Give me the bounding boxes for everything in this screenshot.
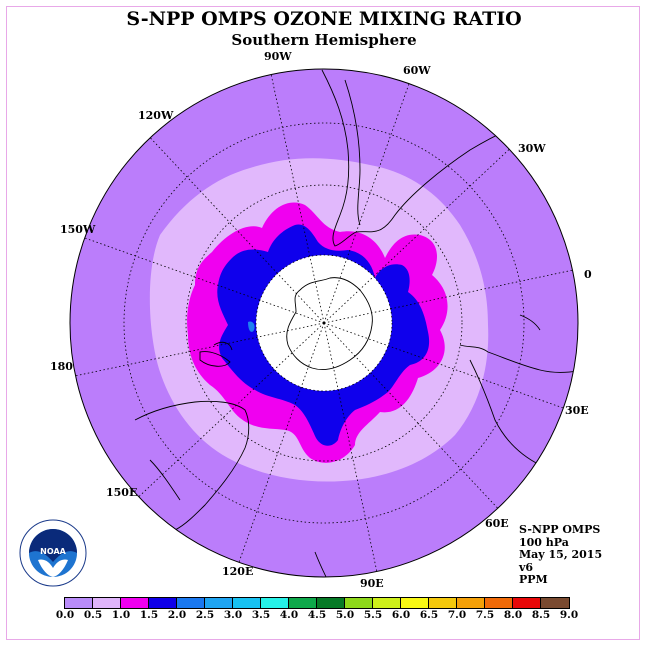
map-title: S-NPP OMPS OZONE MIXING RATIO (126, 8, 522, 30)
noaa-logo: NOAA (19, 519, 87, 587)
colorbar-swatch (457, 598, 485, 608)
madagascar-coast (314, 551, 331, 577)
colorbar-tick-label: 3.5 (251, 609, 271, 621)
meridian-label-150e: 150E (106, 486, 138, 499)
colorbar-swatch (513, 598, 541, 608)
colorbar-tick-label: 4.5 (307, 609, 327, 621)
colorbar-swatch (317, 598, 345, 608)
coastlines (134, 69, 578, 577)
colorbar-swatch (177, 598, 205, 608)
colorbar-tick-label: 5.5 (363, 609, 383, 621)
colorbar-tick-label: 1.5 (139, 609, 159, 621)
colorbar-tick-label: 0.0 (55, 609, 75, 621)
info-units: PPM (519, 573, 548, 586)
colorbar-tick-label: 8.5 (531, 609, 551, 621)
colorbar-swatch (345, 598, 373, 608)
info-instrument: S-NPP OMPS (519, 523, 601, 536)
info-block: S-NPP OMPS 100 hPa May 15, 2015 v6 PPM (519, 523, 603, 587)
colorbar-swatch (373, 598, 401, 608)
meridian-label-120w: 120W (138, 109, 174, 122)
meridian-label-30e: 30E (565, 404, 589, 417)
info-version: v6 (519, 560, 534, 574)
colorbar-tick-label: 3.0 (223, 609, 243, 621)
meridian-label-60e: 60E (485, 517, 509, 530)
colorbar-swatch (205, 598, 233, 608)
info-level: 100 hPa (519, 535, 569, 549)
figure-frame (6, 6, 640, 640)
colorbar-tick-label: 4.0 (279, 609, 299, 621)
meridian-label-120e: 120E (222, 565, 254, 578)
colorbar-tick-label: 9.0 (559, 609, 579, 621)
colorbar-tick-label: 6.5 (419, 609, 439, 621)
noaa-logo-text: NOAA (40, 547, 66, 556)
map-boundary (69, 68, 579, 578)
colorbar-swatch (485, 598, 513, 608)
colorbar-tick-label: 2.0 (167, 609, 187, 621)
meridian-label-90e: 90E (360, 577, 384, 590)
meridian-label-180: 180 (50, 360, 73, 373)
colorbar-tick-label: 5.0 (335, 609, 355, 621)
meridian-label-60w: 60W (403, 64, 431, 77)
map-subtitle: Southern Hemisphere (231, 31, 417, 49)
colorbar-swatch (65, 598, 93, 608)
info-date: May 15, 2015 (519, 548, 603, 561)
africa-coast (459, 344, 578, 373)
meridian-label-90w: 90W (264, 50, 292, 63)
colorbar-swatch (401, 598, 429, 608)
colorbar-tick-label: 7.5 (475, 609, 495, 621)
colorbar-tick-label: 0.5 (83, 609, 103, 621)
colorbar-tick-label: 6.0 (391, 609, 411, 621)
meridian-label-30w: 30W (518, 142, 546, 155)
graticule (70, 69, 578, 577)
colorbar-swatch (149, 598, 177, 608)
colorbar-swatch (93, 598, 121, 608)
colorbar-swatch (233, 598, 261, 608)
colorbar-swatch (121, 598, 149, 608)
meridian-label-150w: 150W (60, 223, 96, 236)
colorbar-swatch (541, 598, 569, 608)
south-america-coast (321, 69, 566, 247)
colorbar-tick-label: 7.0 (447, 609, 467, 621)
colorbar-tick-label: 8.0 (503, 609, 523, 621)
meridian-label-0: 0 (584, 268, 592, 281)
antarctica-coast (286, 277, 373, 371)
colorbar (64, 597, 570, 609)
australia-coast (134, 400, 250, 531)
colorbar-swatch (289, 598, 317, 608)
colorbar-tick-label: 1.0 (111, 609, 131, 621)
colorbar-tick-label: 2.5 (195, 609, 215, 621)
new-zealand-coast (199, 351, 231, 367)
colorbar-swatch (261, 598, 289, 608)
colorbar-swatch (429, 598, 457, 608)
field-band-2p0-2p5 (248, 321, 255, 332)
